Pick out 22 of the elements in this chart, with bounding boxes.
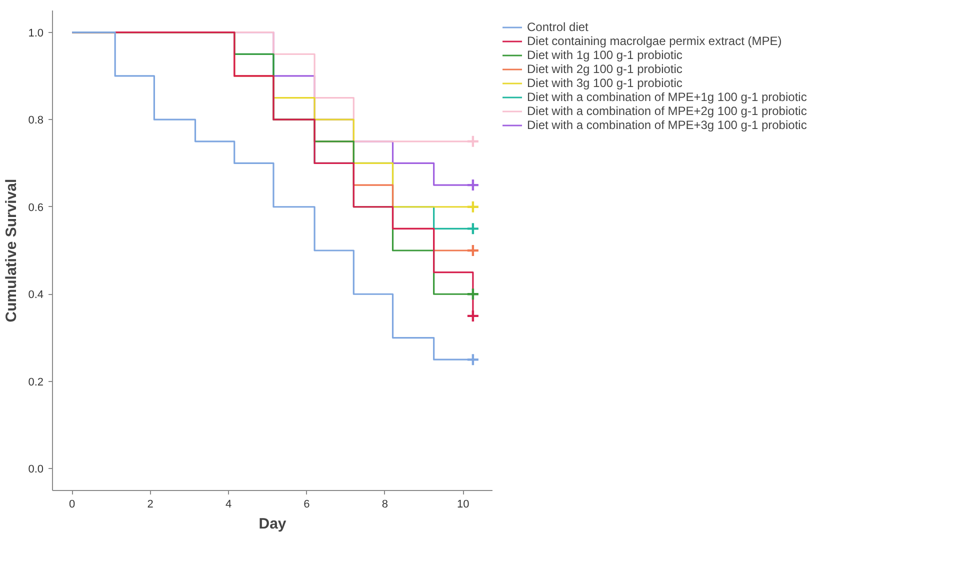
- legend-label: Diet with a combination of MPE+2g 100 g-1 probiotic: [527, 104, 807, 118]
- x-tick-label: 8: [382, 498, 388, 510]
- y-tick-label: 0.2: [28, 376, 44, 388]
- legend-label: Diet with 3g 100 g-1 probiotic: [527, 76, 682, 90]
- y-tick-label: 0.4: [28, 289, 44, 302]
- x-tick-label: 4: [225, 498, 232, 510]
- y-axis-title: Cumulative Survival: [3, 178, 20, 322]
- x-tick-label: 6: [304, 498, 310, 510]
- y-tick-label: 0.0: [28, 464, 44, 476]
- x-tick-label: 10: [457, 498, 470, 510]
- legend-label: Diet with 1g 100 g-1 probiotic: [527, 48, 682, 62]
- legend-label: Control diet: [527, 20, 588, 34]
- x-tick-label: 2: [147, 498, 154, 510]
- x-axis-title: Day: [258, 516, 287, 532]
- legend-label: Diet containing macrolgae permix extract (MPE): [527, 34, 782, 48]
- y-tick-label: 0.6: [28, 202, 44, 214]
- x-tick-label: 0: [68, 498, 76, 510]
- legend-label: Diet with 2g 100 g-1 probiotic: [527, 62, 682, 76]
- legend-label: Diet with a combination of MPE+3g 100 g-1 probiotic: [527, 118, 807, 132]
- y-tick-label: 1.0: [28, 27, 44, 40]
- legend-label: Diet with a combination of MPE+1g 100 g-1 probiotic: [527, 90, 807, 104]
- y-tick-label: 0.8: [28, 114, 44, 127]
